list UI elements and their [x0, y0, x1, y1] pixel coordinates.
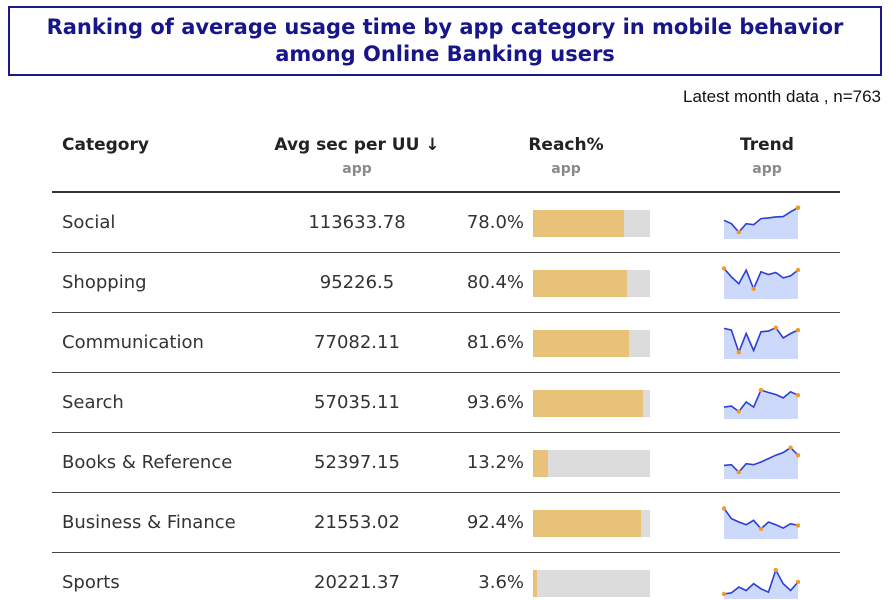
header-trend-sub: app [752, 161, 782, 177]
trend-marker [758, 387, 764, 393]
table-header: Category Avg sec per UU ↓ app Reach% app… [52, 130, 840, 193]
reach-bar [533, 390, 643, 417]
trend-area [724, 508, 798, 539]
chart-title-line-1: Ranking of average usage time by app cat… [46, 15, 844, 39]
trend-marker [721, 266, 727, 271]
avg-seconds-value: 52397.15 [314, 452, 400, 473]
header-avg-sub: app [342, 161, 372, 177]
avg-seconds-value: 20221.37 [314, 572, 400, 593]
trend-area [724, 327, 798, 359]
table-body: Social 113633.78 78.0% Shopping 95226.5 80.4%… [52, 193, 840, 600]
category-label: Communication [62, 332, 204, 353]
trend-sparkline [723, 325, 801, 359]
trend-area [724, 570, 798, 599]
reach-bar-track [533, 570, 650, 597]
sample-note: Latest month data , n=763 [682, 87, 881, 106]
trend-marker [773, 567, 778, 573]
trend-sparkline [723, 445, 801, 479]
trend-marker [788, 445, 793, 450]
category-label: Shopping [62, 272, 147, 293]
avg-seconds-value: 77082.11 [314, 332, 400, 353]
trend-marker [721, 591, 727, 597]
avg-seconds-value: 57035.11 [314, 392, 400, 413]
trend-marker [736, 409, 741, 414]
trend-sparkline [723, 205, 801, 239]
trend-marker [795, 453, 801, 458]
trend-line [723, 207, 799, 234]
trend-marker [736, 230, 741, 235]
trend-marker [795, 393, 801, 398]
trend-sparkline [723, 387, 801, 419]
table-row: Business & Finance 21553.02 92.4% [52, 493, 840, 553]
trend-marker [795, 327, 801, 333]
ranking-table: Category Avg sec per UU ↓ app Reach% app… [52, 130, 840, 600]
trend-sparkline [721, 567, 801, 599]
trend-marker [795, 523, 801, 528]
reach-value: 80.4% [466, 272, 524, 293]
reach-value: 92.4% [466, 512, 524, 533]
header-reach: Reach% app [492, 135, 640, 177]
table-row: Sports 20221.37 3.6% [52, 553, 840, 600]
table-row: Shopping 95226.5 80.4% [52, 253, 840, 313]
trend-line [723, 568, 799, 595]
reach-bar-track [533, 450, 650, 477]
table-row: Social 113633.78 78.0% [52, 193, 840, 253]
table-row: Search 57035.11 93.6% [52, 373, 840, 433]
category-label: Search [62, 392, 124, 413]
avg-seconds-value: 21553.02 [314, 512, 400, 533]
reach-bar [533, 510, 642, 537]
table-row: Books & Reference 52397.15 13.2% [52, 433, 840, 493]
header-avg[interactable]: Avg sec per UU ↓ app [257, 135, 457, 177]
trend-marker [736, 350, 741, 355]
header-category-label: Category [62, 135, 149, 155]
reach-value: 78.0% [466, 212, 524, 233]
avg-seconds-value: 113633.78 [308, 212, 406, 233]
trend-marker [773, 325, 778, 330]
category-label: Business & Finance [62, 512, 236, 533]
reach-bar-track [533, 210, 650, 237]
trend-area [724, 207, 798, 239]
reach-bar-track [533, 330, 650, 357]
header-category: Category [62, 135, 149, 155]
trend-sparkline [721, 266, 801, 299]
trend-line [723, 446, 799, 474]
category-label: Books & Reference [62, 452, 233, 473]
trend-marker [795, 205, 801, 210]
trend-marker [736, 470, 741, 475]
reach-bar [533, 450, 549, 477]
table-row: Communication 77082.11 81.6% [52, 313, 840, 373]
reach-bar [533, 270, 628, 297]
header-reach-sub: app [551, 161, 581, 177]
category-label: Social [62, 212, 116, 233]
chart-title-box: Ranking of average usage time by app cat… [8, 6, 882, 76]
trend-line [723, 326, 799, 355]
category-label: Sports [62, 572, 120, 593]
trend-sparkline [721, 506, 801, 539]
trend-marker [795, 267, 801, 273]
reach-bar-track [533, 270, 650, 297]
reach-value: 3.6% [478, 572, 524, 593]
chart-title-line-2: among Online Banking users [275, 42, 615, 66]
trend-area [724, 447, 798, 479]
reach-bar-track [533, 390, 650, 417]
reach-bar-track [533, 510, 650, 537]
header-trend-label: Trend [740, 135, 794, 155]
avg-seconds-value: 95226.5 [319, 272, 395, 293]
header-reach-label: Reach% [528, 135, 604, 155]
reach-bar [533, 330, 629, 357]
trend-marker [758, 526, 764, 531]
trend-area [724, 390, 798, 419]
reach-bar [533, 210, 625, 237]
trend-marker [751, 286, 756, 291]
header-trend: Trend app [712, 135, 822, 177]
header-avg-label: Avg sec per UU ↓ [274, 135, 440, 155]
reach-value: 81.6% [466, 332, 524, 353]
reach-value: 93.6% [466, 392, 524, 413]
reach-bar [533, 570, 538, 597]
reach-value: 13.2% [466, 452, 524, 473]
trend-marker [721, 506, 727, 511]
trend-marker [795, 579, 801, 585]
trend-line [723, 267, 799, 291]
